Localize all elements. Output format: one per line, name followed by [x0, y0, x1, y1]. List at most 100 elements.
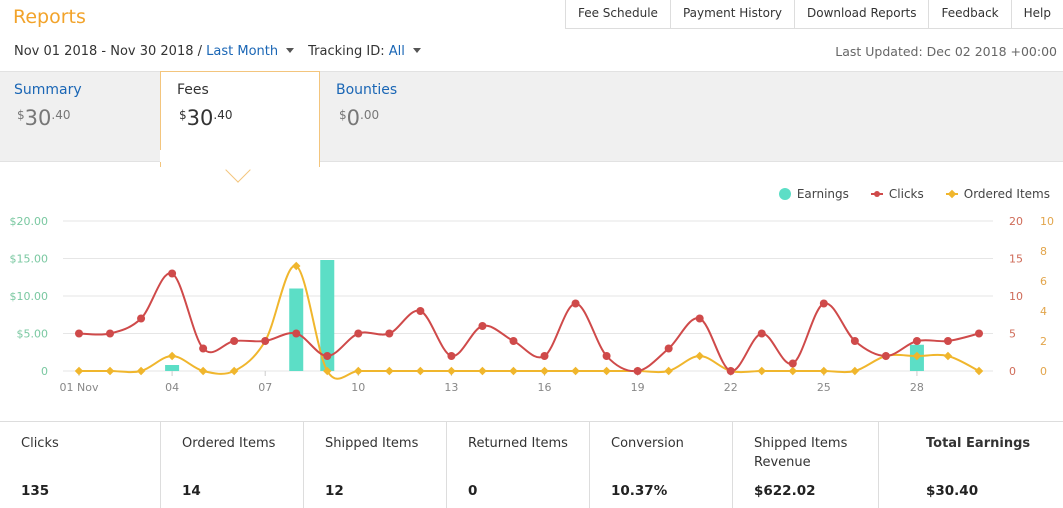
ordered-items-point: [74, 366, 84, 376]
tab-fees-label: Fees: [177, 82, 209, 98]
clicks-point: [788, 359, 797, 368]
chevron-down-icon[interactable]: [412, 48, 421, 53]
x-tick-label: 07: [258, 381, 272, 394]
legend-ordered-items[interactable]: Ordered Items: [945, 187, 1050, 201]
report-tabs: Summary $30.40 Fees $30.40 Bounties $0.0…: [0, 71, 1063, 167]
ordered-items-point: [136, 366, 146, 376]
clicks-point: [447, 352, 456, 360]
clicks-line: [78, 272, 980, 373]
tracking-id-dropdown[interactable]: All: [388, 44, 405, 59]
fee-schedule-link[interactable]: Fee Schedule: [564, 0, 670, 28]
x-tick-label: 13: [444, 381, 458, 394]
ordered-items-point: [819, 366, 829, 376]
stat-total-earnings: Total Earnings $30.40: [926, 436, 1031, 499]
ordered-items-point: [416, 366, 425, 376]
ordered-items-point: [354, 366, 363, 376]
clicks-point: [540, 352, 549, 360]
clicks-point: [726, 367, 735, 375]
ordered-items-point: [757, 366, 767, 376]
x-tick-label: 04: [165, 381, 179, 394]
date-range: Nov 01 2018 - Nov 30 2018 /: [14, 44, 202, 59]
tab-bounties-amount: $0.00: [339, 106, 380, 130]
clicks-point: [850, 337, 859, 345]
x-tick-label: 16: [538, 381, 552, 394]
ordered-items-point: [509, 366, 518, 376]
x-tick-label: 28: [910, 381, 924, 394]
y-tick-right-clicks: 5: [1009, 328, 1016, 341]
period-dropdown[interactable]: Last Month: [206, 44, 279, 59]
ordered-items-point: [912, 351, 922, 361]
ordered-items-point: [229, 366, 239, 376]
ordered-items-point: [167, 351, 177, 361]
clicks-point: [571, 299, 580, 308]
earnings-swatch-icon: [778, 188, 791, 200]
x-tick-label: 22: [724, 381, 738, 394]
ordered-items-line: [79, 264, 980, 380]
x-tick-label: 19: [631, 381, 645, 394]
clicks-point: [757, 329, 766, 338]
ordered-items-point: [664, 366, 673, 376]
ordered-swatch-icon: [945, 189, 958, 199]
clicks-point: [912, 337, 921, 345]
ordered-items-point: [291, 261, 301, 271]
y-tick-right-ordered: 4: [1040, 305, 1047, 318]
feedback-link[interactable]: Feedback: [928, 0, 1010, 28]
stat-clicks: Clicks 135: [0, 422, 161, 508]
ordered-items-point: [447, 366, 456, 376]
y-tick-left: $10.00: [10, 290, 49, 303]
clicks-point: [509, 337, 518, 345]
earnings-bar: [320, 260, 335, 371]
x-tick-label: 01 Nov: [60, 381, 99, 394]
ordered-items-point: [788, 366, 798, 376]
ordered-items-point: [602, 366, 611, 376]
earnings-chart: 0 $5.00 $10.00 $15.00 $20.00 0 5 10 15 20 0 2 4 6 8 10 0…: [10, 215, 1055, 394]
clicks-point: [354, 329, 363, 338]
last-updated: Last Updated: Dec 02 2018 +00:00: [835, 44, 1057, 59]
clicks-point: [168, 269, 177, 278]
clicks-point: [292, 329, 301, 338]
y-tick-right-clicks: 10: [1009, 290, 1023, 303]
stat-shipped-revenue: Shipped Items Revenue $622.02: [733, 422, 879, 508]
clicks-point: [943, 337, 952, 345]
ordered-items-point: [385, 366, 394, 376]
stats-row: Clicks 135 Ordered Items 14 Shipped Item…: [0, 421, 1063, 508]
top-nav: Fee Schedule Payment History Download Re…: [564, 0, 1063, 29]
clicks-point: [137, 314, 146, 323]
stat-shipped-items: Shipped Items 12: [304, 422, 447, 508]
legend-earnings[interactable]: Earnings: [778, 187, 849, 201]
y-tick-right-clicks: 20: [1009, 215, 1023, 228]
tab-summary-label: Summary: [14, 82, 82, 98]
ordered-items-point: [198, 366, 208, 376]
ordered-items-point: [943, 351, 953, 361]
tab-summary-amount: $30.40: [17, 106, 71, 130]
chevron-down-icon[interactable]: [286, 48, 295, 53]
y-tick-right-ordered: 0: [1040, 365, 1047, 378]
ordered-items-point: [571, 366, 580, 376]
stat-ordered-items: Ordered Items 14: [161, 422, 304, 508]
y-tick-left: 0: [41, 365, 48, 378]
tab-summary[interactable]: Summary $30.40: [0, 72, 160, 162]
earnings-bar: [165, 365, 180, 371]
payment-history-link[interactable]: Payment History: [669, 0, 794, 28]
ordered-items-point: [323, 366, 332, 376]
y-tick-left: $5.00: [17, 328, 49, 341]
ordered-items-point: [478, 366, 487, 376]
ordered-items-point: [974, 366, 984, 376]
help-link[interactable]: Help: [1010, 0, 1063, 28]
clicks-point: [664, 344, 673, 353]
legend-clicks[interactable]: Clicks: [870, 187, 924, 201]
tab-bounties[interactable]: Bounties $0.00: [322, 72, 482, 162]
clicks-point: [602, 352, 611, 360]
clicks-point: [106, 329, 115, 338]
y-tick-right-clicks: 0: [1009, 365, 1016, 378]
stat-returned-items: Returned Items 0: [447, 422, 590, 508]
stat-conversion: Conversion 10.37%: [590, 422, 733, 508]
download-reports-link[interactable]: Download Reports: [793, 0, 929, 28]
clicks-point: [75, 329, 83, 338]
clicks-point: [975, 329, 983, 338]
filter-bar: Nov 01 2018 - Nov 30 2018 / Last Month T…: [14, 44, 429, 59]
y-tick-right-ordered: 6: [1040, 275, 1047, 288]
y-tick-right-clicks: 15: [1009, 253, 1023, 266]
x-tick-label: 10: [351, 381, 365, 394]
clicks-point: [478, 322, 487, 330]
